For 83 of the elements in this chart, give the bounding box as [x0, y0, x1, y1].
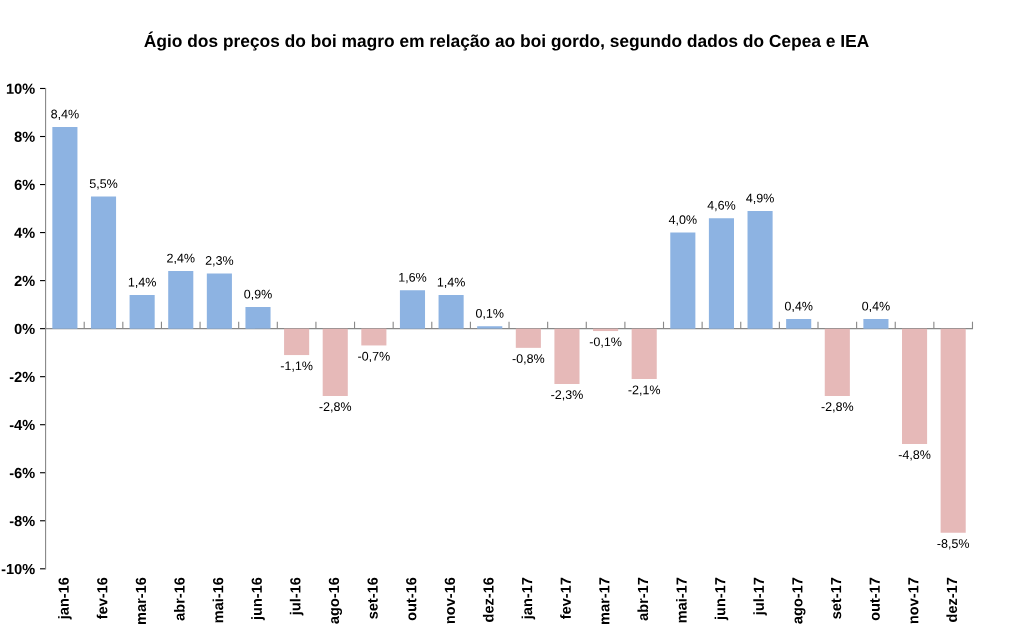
y-tick-label: 10%: [6, 83, 35, 94]
bar: [245, 307, 271, 329]
x-tick-label: jun-17: [714, 577, 729, 621]
x-tick-label: jul-17: [753, 577, 767, 616]
bar: [90, 196, 117, 329]
bar: [438, 295, 464, 329]
data-label: 0,4%: [862, 301, 890, 313]
data-label: 1,4%: [437, 277, 465, 289]
bar: [515, 328, 541, 348]
data-label: 4,6%: [707, 200, 736, 212]
y-tick-label: 0%: [14, 323, 35, 335]
bar: [52, 126, 78, 329]
bar: [863, 319, 889, 329]
x-tick-label: mai-16: [212, 577, 224, 623]
x-tick-label: jan-17: [521, 577, 536, 620]
data-label: 0,1%: [475, 308, 504, 320]
data-label: 5,5%: [89, 179, 118, 190]
data-label: -0,1%: [589, 337, 622, 348]
x-tick-label: jul-16: [289, 577, 304, 616]
data-label: -0,8%: [512, 354, 545, 365]
data-label: -1,1%: [280, 361, 313, 372]
x-tick-label: set-17: [831, 577, 842, 619]
bar: [361, 328, 387, 346]
bar: [168, 271, 194, 329]
data-label: 0,9%: [244, 289, 272, 301]
x-tick-label: nov-16: [444, 577, 456, 624]
y-tick-label: 4%: [14, 227, 35, 238]
y-tick-label: -4%: [9, 419, 35, 431]
data-label: 4,9%: [746, 193, 774, 204]
x-tick-label: abr-16: [173, 577, 185, 621]
x-tick-label: mai-17: [676, 577, 687, 623]
y-tick-label: 6%: [14, 179, 35, 190]
data-label: -2,8%: [319, 402, 352, 413]
bar: [824, 328, 850, 396]
bar: [554, 328, 580, 384]
bar: [786, 319, 812, 329]
data-label: 8,4%: [51, 109, 79, 120]
bar: [322, 328, 348, 396]
data-label: -2,3%: [551, 390, 583, 401]
x-tick-label: dez-16: [482, 577, 494, 622]
x-tick-label: ago-17: [792, 577, 806, 624]
data-label: 0,4%: [784, 301, 813, 313]
x-tick-label: ago-16: [328, 577, 343, 624]
x-tick-label: fev-16: [96, 577, 108, 620]
y-tick-label: 2%: [14, 275, 35, 287]
y-tick-label: -2%: [9, 371, 35, 383]
x-tick-label: abr-17: [637, 577, 649, 621]
x-tick-label: out-17: [869, 577, 880, 621]
data-label: 1,4%: [128, 277, 156, 289]
y-tick-label: 8%: [14, 131, 35, 142]
bar: [670, 232, 696, 329]
chart-title: Ágio dos preços do boi magro em relação ao boi gordo, segundo dados do Cepea e IEA: [144, 31, 869, 51]
bar: [902, 328, 928, 444]
data-label: 1,6%: [399, 272, 427, 284]
data-label: -2,8%: [821, 402, 854, 413]
x-tick-label: mar-17: [599, 577, 610, 624]
x-tick-label: out-16: [406, 577, 417, 621]
bar: [399, 290, 426, 329]
data-label: 4,0%: [668, 215, 697, 226]
bar: [477, 326, 503, 329]
bar: [708, 218, 734, 329]
x-tick-label: nov-17: [908, 577, 919, 624]
bar: [631, 328, 657, 380]
bar: [284, 328, 310, 356]
bar: [206, 273, 232, 329]
data-label: -8,5%: [937, 539, 970, 550]
data-label: -2,1%: [628, 385, 661, 396]
bar: [747, 210, 773, 329]
data-label: 2,4%: [167, 253, 195, 264]
x-tick-label: set-16: [367, 577, 378, 619]
x-tick-label: jan-16: [58, 577, 72, 620]
bar: [129, 295, 155, 329]
y-tick-label: -8%: [9, 515, 35, 527]
data-label: -4,8%: [898, 450, 931, 461]
x-tick-label: dez-17: [946, 577, 958, 622]
data-label: 2,3%: [205, 256, 234, 267]
y-tick-label: -10%: [1, 563, 35, 575]
bar: [940, 328, 966, 533]
x-tick-label: mar-16: [135, 577, 147, 624]
x-tick-label: fev-17: [560, 577, 571, 620]
x-tick-label: jun-16: [251, 577, 265, 621]
y-tick-label: -6%: [9, 467, 35, 479]
data-label: -0,7%: [358, 351, 390, 363]
